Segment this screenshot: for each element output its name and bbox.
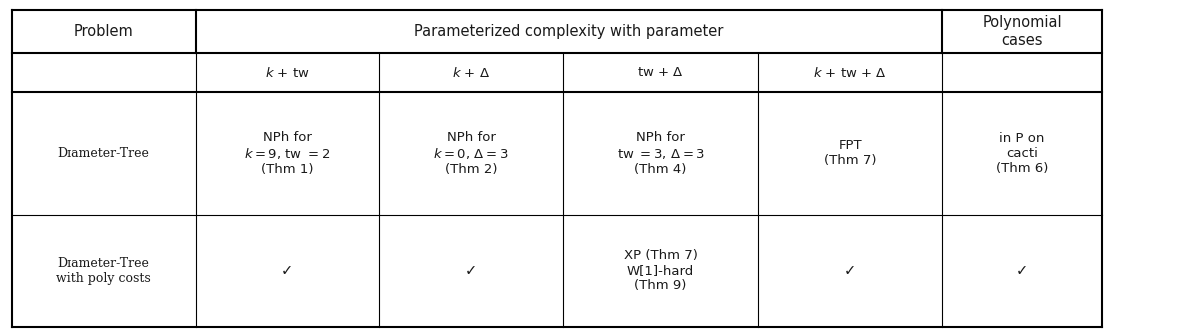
Text: NPh for
$k=9$, tw $= 2$
(Thm 1): NPh for $k=9$, tw $= 2$ (Thm 1) <box>244 131 331 176</box>
Text: Polynomial
cases: Polynomial cases <box>982 15 1062 48</box>
Text: NPh for
tw $= 3$, $\Delta=3$
(Thm 4): NPh for tw $= 3$, $\Delta=3$ (Thm 4) <box>616 131 705 176</box>
Text: FPT
(Thm 7): FPT (Thm 7) <box>824 140 877 167</box>
Text: in P on
cacti
(Thm 6): in P on cacti (Thm 6) <box>995 132 1049 175</box>
Text: Parameterized complexity with parameter: Parameterized complexity with parameter <box>414 24 724 39</box>
Text: Problem: Problem <box>73 24 134 39</box>
Text: $k$ + tw + $\Delta$: $k$ + tw + $\Delta$ <box>813 66 888 80</box>
Text: tw + $\Delta$: tw + $\Delta$ <box>638 66 684 79</box>
Text: NPh for
$k=0$, $\Delta=3$
(Thm 2): NPh for $k=0$, $\Delta=3$ (Thm 2) <box>434 131 508 176</box>
Text: $k$ + tw: $k$ + tw <box>265 66 309 80</box>
Text: ✓: ✓ <box>465 263 478 278</box>
Text: ✓: ✓ <box>1016 263 1029 278</box>
Text: ✓: ✓ <box>844 263 857 278</box>
Text: Dɪameter-Tree: Dɪameter-Tree <box>58 147 149 160</box>
Text: $k$ + $\Delta$: $k$ + $\Delta$ <box>451 66 491 80</box>
Text: XP (Thm 7)
W[1]-hard
(Thm 9): XP (Thm 7) W[1]-hard (Thm 9) <box>623 249 698 292</box>
Text: ✓: ✓ <box>281 263 294 278</box>
Text: Dɪameter-Tree
with poly costs: Dɪameter-Tree with poly costs <box>57 257 150 284</box>
